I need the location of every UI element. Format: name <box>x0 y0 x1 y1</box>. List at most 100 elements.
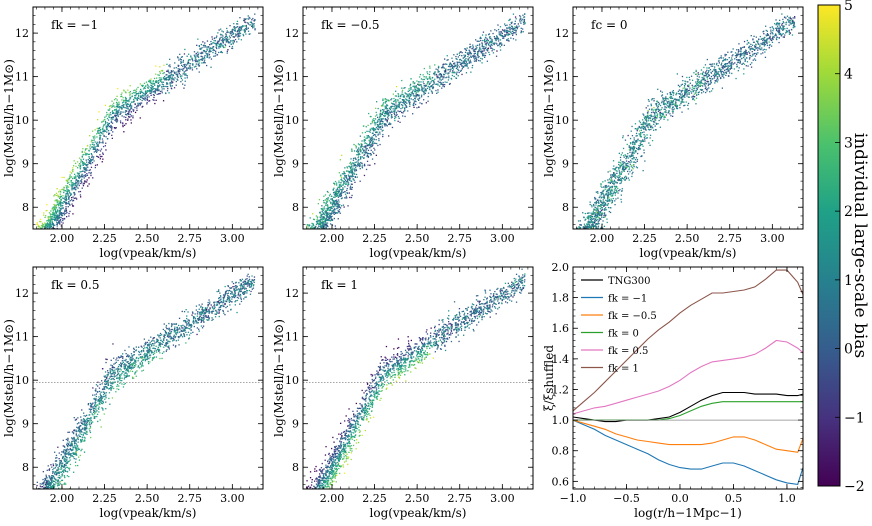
scatter-point <box>50 213 51 214</box>
scatter-point <box>307 256 308 257</box>
scatter-point <box>310 245 311 246</box>
scatter-point <box>171 71 172 72</box>
scatter-point <box>437 92 438 93</box>
scatter-point <box>485 34 486 35</box>
scatter-point <box>160 79 161 80</box>
scatter-point <box>39 245 40 246</box>
scatter-point <box>344 206 345 207</box>
scatter-point <box>378 127 379 128</box>
scatter-point <box>46 248 47 249</box>
scatter-point <box>39 273 40 274</box>
scatter-point <box>156 88 157 89</box>
scatter-point <box>64 212 65 213</box>
scatter-point <box>307 236 308 237</box>
scatter-point <box>93 160 94 161</box>
scatter-point <box>333 203 334 204</box>
scatter-point <box>500 49 501 50</box>
scatter-point <box>39 251 40 252</box>
scatter-point <box>307 272 308 273</box>
scatter-point <box>314 241 315 242</box>
scatter-point <box>59 198 60 199</box>
scatter-point <box>38 242 39 243</box>
scatter-point <box>101 156 102 157</box>
scatter-point <box>457 62 458 63</box>
scatter-point <box>184 85 185 86</box>
scatter-point <box>307 252 308 253</box>
scatter-point <box>42 256 43 257</box>
scatter-point <box>57 210 58 211</box>
scatter-point <box>309 245 310 246</box>
scatter-point <box>131 122 132 123</box>
scatter-point <box>370 123 371 124</box>
scatter-point <box>66 188 67 189</box>
scatter-point <box>459 66 460 67</box>
scatter-point <box>66 203 67 204</box>
scatter-point <box>490 38 491 39</box>
scatter-point <box>85 149 86 150</box>
scatter-point <box>37 252 38 253</box>
scatter-point <box>448 69 449 70</box>
scatter-point <box>61 217 62 218</box>
scatter-point <box>37 252 38 253</box>
scatter-point <box>459 62 460 63</box>
scatter-point <box>308 246 309 247</box>
scatter-point <box>60 194 61 195</box>
scatter-point <box>349 163 350 164</box>
scatter-point <box>314 231 315 232</box>
scatter-point <box>521 28 522 29</box>
scatter-point <box>42 242 43 243</box>
scatter-point <box>453 54 454 55</box>
y-tick-label: 9 <box>22 158 29 171</box>
scatter-point <box>514 28 515 29</box>
scatter-point <box>307 259 308 260</box>
scatter-point <box>91 141 92 142</box>
scatter-point <box>69 196 70 197</box>
scatter-point <box>312 243 313 244</box>
scatter-point <box>309 253 310 254</box>
scatter-point <box>56 195 57 196</box>
scatter-point <box>50 216 51 217</box>
scatter-point <box>307 251 308 252</box>
scatter-point <box>306 259 307 260</box>
scatter-point <box>465 58 466 59</box>
scatter-point <box>310 237 311 238</box>
scatter-point <box>38 246 39 247</box>
scatter-point <box>36 250 37 251</box>
scatter-point <box>315 232 316 233</box>
scatter-point <box>99 128 100 129</box>
scatter-point <box>315 251 316 252</box>
scatter-point <box>174 79 175 80</box>
scatter-point <box>480 58 481 59</box>
scatter-point <box>347 205 348 206</box>
scatter-point <box>312 256 313 257</box>
scatter-point <box>456 72 457 73</box>
scatter-point <box>410 89 411 90</box>
scatter-point <box>416 80 417 81</box>
scatter-point <box>198 64 199 65</box>
scatter-point <box>217 41 218 42</box>
scatter-point <box>59 215 60 216</box>
scatter-point <box>147 85 148 86</box>
scatter-point <box>307 258 308 259</box>
scatter-point <box>186 75 187 76</box>
scatter-point <box>312 237 313 238</box>
scatter-point <box>65 206 66 207</box>
scatter-point <box>36 260 37 261</box>
scatter-point <box>352 178 353 179</box>
scatter-point <box>307 236 308 237</box>
scatter-point <box>315 226 316 227</box>
scatter-point <box>307 240 308 241</box>
scatter-point <box>403 111 404 112</box>
scatter-point <box>349 177 350 178</box>
scatter-point <box>323 196 324 197</box>
scatter-point <box>488 52 489 53</box>
scatter-point <box>215 43 216 44</box>
scatter-point <box>309 262 310 263</box>
scatter-point <box>310 269 311 270</box>
scatter-point <box>110 114 111 115</box>
scatter-point <box>309 257 310 258</box>
scatter-point <box>362 132 363 133</box>
scatter-point <box>387 114 388 115</box>
scatter-point <box>45 253 46 254</box>
scatter-point <box>380 127 381 128</box>
